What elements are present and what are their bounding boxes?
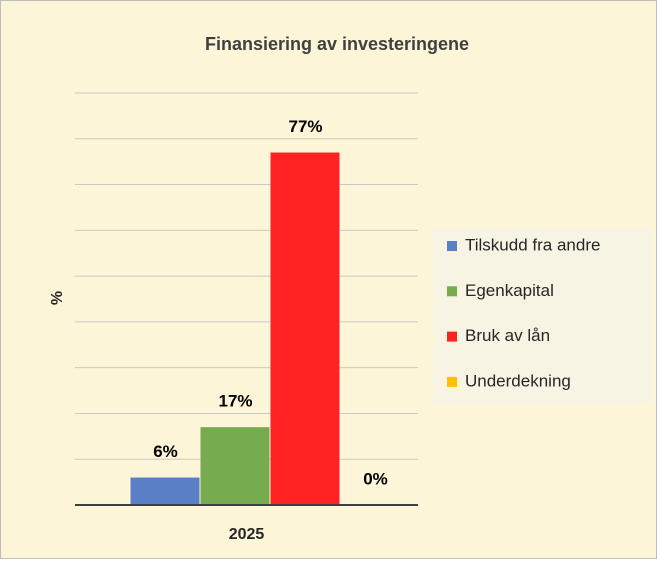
data-label: 0% bbox=[363, 469, 388, 488]
legend-label: Tilskudd fra andre bbox=[465, 235, 600, 254]
legend-label: Bruk av lån bbox=[465, 326, 550, 345]
chart-title: Finansiering av investeringene bbox=[205, 34, 469, 54]
bar bbox=[130, 477, 200, 505]
legend-label: Underdekning bbox=[465, 371, 571, 390]
legend-swatch bbox=[447, 241, 457, 251]
legend-swatch bbox=[447, 376, 457, 387]
bar bbox=[200, 427, 270, 505]
bar bbox=[270, 152, 340, 505]
data-label: 17% bbox=[218, 392, 252, 411]
legend-label: Egenkapital bbox=[465, 281, 554, 300]
data-label: 77% bbox=[288, 117, 322, 136]
legend-swatch bbox=[447, 331, 457, 342]
y-axis-label: % bbox=[49, 291, 66, 305]
x-tick-label: 2025 bbox=[229, 526, 265, 543]
data-label: 6% bbox=[153, 442, 178, 461]
legend-swatch bbox=[447, 286, 457, 297]
legend bbox=[433, 228, 652, 404]
